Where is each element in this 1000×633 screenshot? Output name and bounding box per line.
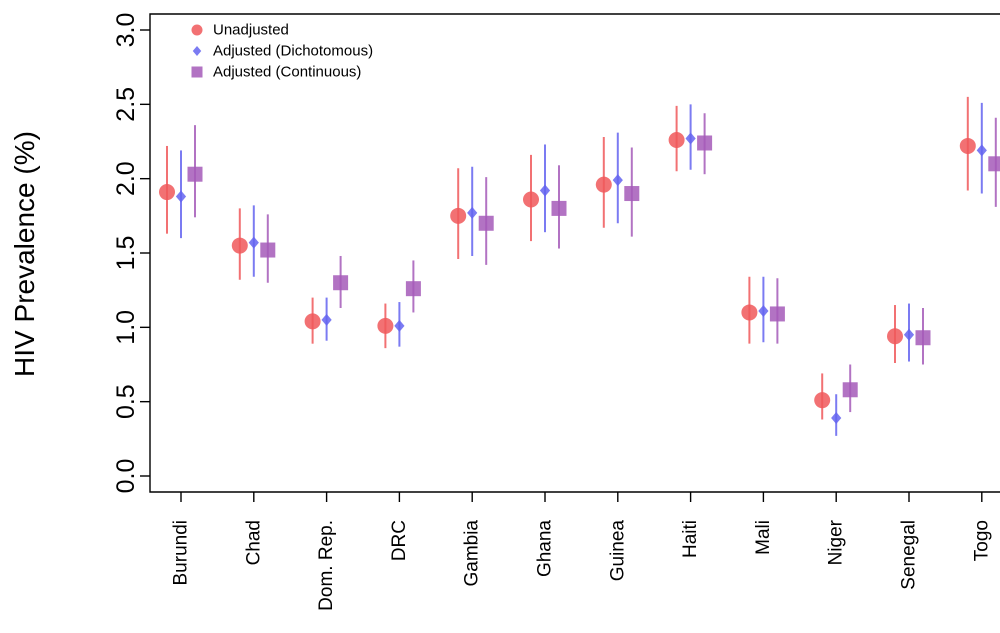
point-senegal	[887, 328, 903, 345]
x-tick-label-gambia: Gambia	[462, 520, 483, 587]
x-tick-label-ghana: Ghana	[535, 520, 556, 577]
point-drc	[405, 281, 421, 297]
point-senegal	[915, 330, 931, 346]
point-haiti	[668, 132, 685, 149]
point-ghana	[551, 200, 567, 216]
point-gambia	[467, 206, 478, 219]
point-burundi	[159, 184, 175, 201]
point-senegal	[903, 328, 915, 341]
point-burundi	[187, 166, 203, 182]
point-niger	[842, 382, 858, 398]
x-tick-label-senegal: Senegal	[899, 520, 920, 590]
point-mali	[758, 304, 769, 317]
x-tick-label-burundi: Burundi	[171, 520, 192, 586]
x-tick-label-drc: DRC	[389, 520, 410, 561]
x-tick-label-haiti: Haiti	[680, 520, 701, 558]
series-unadjusted	[159, 96, 976, 420]
point-togo	[988, 156, 1000, 172]
y-tick-label: 0.0	[112, 459, 140, 494]
point-dom-rep	[333, 275, 349, 291]
point-gambia	[450, 207, 467, 224]
y-axis-title: HIV Prevalence (%)	[9, 131, 40, 377]
legend-label-adjusted-dichotomous: Adjusted (Dichotomous)	[213, 43, 373, 60]
point-niger	[814, 392, 831, 409]
x-tick-label-niger: Niger	[826, 519, 847, 565]
legend-label-unadjusted: Unadjusted	[213, 22, 289, 39]
point-dom-rep	[321, 313, 332, 326]
legend-label-adjusted-continuous: Adjusted (Continuous)	[213, 64, 361, 81]
point-chad	[260, 242, 276, 258]
point-togo	[976, 144, 987, 157]
point-chad	[248, 236, 259, 249]
point-drc	[394, 319, 405, 332]
point-haiti	[697, 135, 713, 151]
point-dom-rep	[304, 313, 321, 330]
series-adjusted-continuous	[187, 113, 1000, 413]
series-adjusted-dichotomous	[175, 102, 987, 436]
point-togo	[959, 137, 976, 154]
point-mali	[769, 306, 785, 322]
point-mali	[741, 304, 758, 321]
point-chad	[231, 237, 248, 254]
x-tick-label-guinea: Guinea	[607, 520, 628, 582]
axes: 0.0 0.5 1.0 1.5 2.0 2.5 3.0 Burundi Chad Dom. Rep…	[112, 13, 1000, 611]
legend-marker-unadjusted	[191, 24, 203, 36]
y-tick-label: 1.5	[112, 236, 140, 271]
point-ghana	[523, 191, 539, 208]
y-tick-label: 0.5	[112, 384, 140, 419]
point-ghana	[539, 184, 551, 197]
y-tick-label: 2.0	[112, 161, 140, 196]
y-tick-label: 2.5	[112, 87, 140, 122]
point-burundi	[175, 190, 187, 203]
legend: Unadjusted Adjusted (Dichotomous) Adjusted…	[191, 22, 373, 81]
point-gambia	[478, 215, 494, 231]
x-tick-label-chad: Chad	[243, 520, 264, 565]
series-layer	[159, 96, 1000, 436]
point-guinea	[624, 186, 640, 202]
legend-marker-adjusted-continuous	[191, 66, 203, 78]
point-guinea	[612, 174, 623, 187]
legend-marker-adjusted-dichotomous	[192, 46, 202, 56]
y-tick-label: 3.0	[112, 13, 140, 48]
point-niger	[831, 412, 842, 425]
plot-frame	[149, 13, 1000, 493]
point-haiti	[685, 132, 696, 145]
point-drc	[377, 317, 394, 334]
x-tick-label-dom-rep: Dom. Rep.	[316, 520, 337, 611]
x-tick-label-togo: Togo	[971, 520, 992, 561]
y-tick-label: 1.0	[112, 310, 140, 345]
point-guinea	[595, 176, 612, 193]
x-tick-label-mali: Mali	[753, 520, 774, 555]
